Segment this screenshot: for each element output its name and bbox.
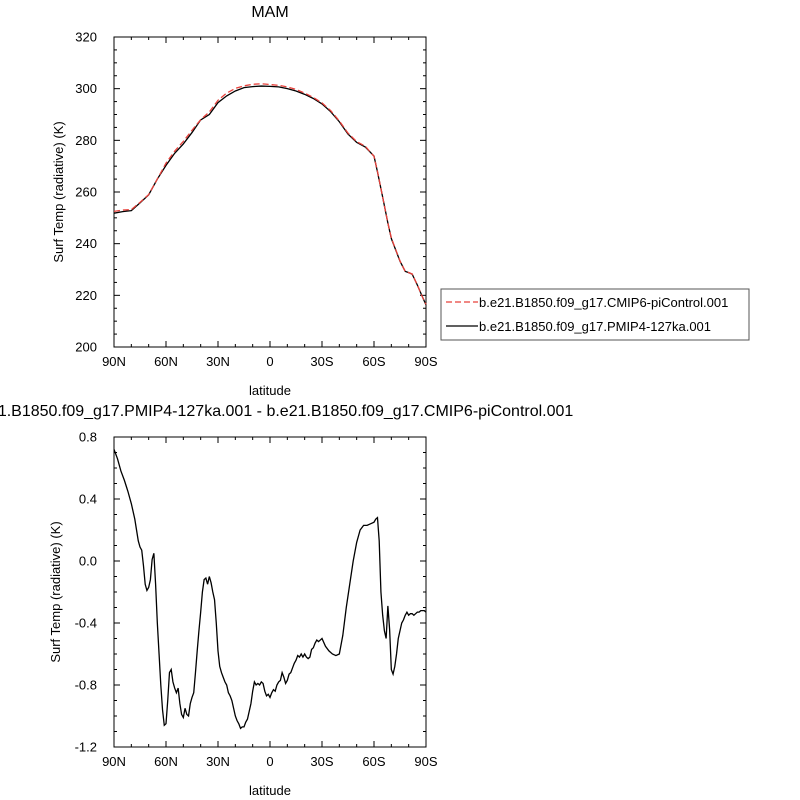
y-tick-label: 280 [75, 133, 97, 148]
x-tick-label: 30S [310, 354, 333, 369]
x-tick-label: 30S [310, 754, 333, 769]
legend-label-2: b.e21.B1850.f09_g17.PMIP4-127ka.001 [479, 319, 711, 334]
y-tick-label: -1.2 [75, 740, 97, 755]
x-tick-label: 0 [266, 354, 273, 369]
x-tick-label: 60S [362, 354, 385, 369]
series-line-2 [113, 85, 427, 306]
series-line-1 [113, 449, 427, 730]
plot-frame [113, 436, 427, 748]
legend-box [440, 288, 750, 341]
legend: b.e21.B1850.f09_g17.CMIP6-piControl.001b… [440, 288, 750, 341]
x-axis-label: latitude [249, 783, 291, 798]
x-tick-label: 90N [102, 354, 126, 369]
y-tick-label: 220 [75, 288, 97, 303]
y-tick-label: 260 [75, 185, 97, 200]
x-tick-label: 60N [154, 754, 178, 769]
x-tick-label: 90S [414, 754, 437, 769]
y-tick-label: -0.4 [75, 616, 97, 631]
x-tick-label: 60N [154, 354, 178, 369]
x-tick-label: 90S [414, 354, 437, 369]
x-tick-label: 0 [266, 754, 273, 769]
x-tick-label: 60S [362, 754, 385, 769]
chart-panel-2: b.e21.B1850.f09_g17.PMIP4-127ka.001 - b.… [0, 403, 573, 798]
chart-title: b.e21.B1850.f09_g17.PMIP4-127ka.001 - b.… [0, 403, 573, 420]
y-tick-label: 320 [75, 30, 97, 45]
y-tick-label: 200 [75, 340, 97, 355]
y-tick-label: 0.0 [79, 554, 97, 569]
plot-frame [113, 36, 427, 348]
x-tick-label: 90N [102, 754, 126, 769]
legend-label-1: b.e21.B1850.f09_g17.CMIP6-piControl.001 [479, 295, 728, 310]
y-tick-label: 0.8 [79, 430, 97, 445]
y-axis-label: Surf Temp (radiative) (K) [48, 521, 63, 662]
y-tick-label: 300 [75, 81, 97, 96]
x-axis-label: latitude [249, 383, 291, 398]
y-axis-label: Surf Temp (radiative) (K) [51, 121, 66, 262]
x-tick-label: 30N [206, 754, 230, 769]
series-line-1 [113, 83, 427, 305]
chart-title: MAM [251, 4, 288, 21]
chart-panel-1: MAM 90N 60N 30N 0 30S 60S 90S 200 220 240 260 280 300… [51, 4, 438, 398]
x-tick-label: 30N [206, 354, 230, 369]
y-tick-label: 240 [75, 236, 97, 251]
y-tick-label: -0.8 [75, 678, 97, 693]
y-tick-label: 0.4 [79, 492, 97, 507]
